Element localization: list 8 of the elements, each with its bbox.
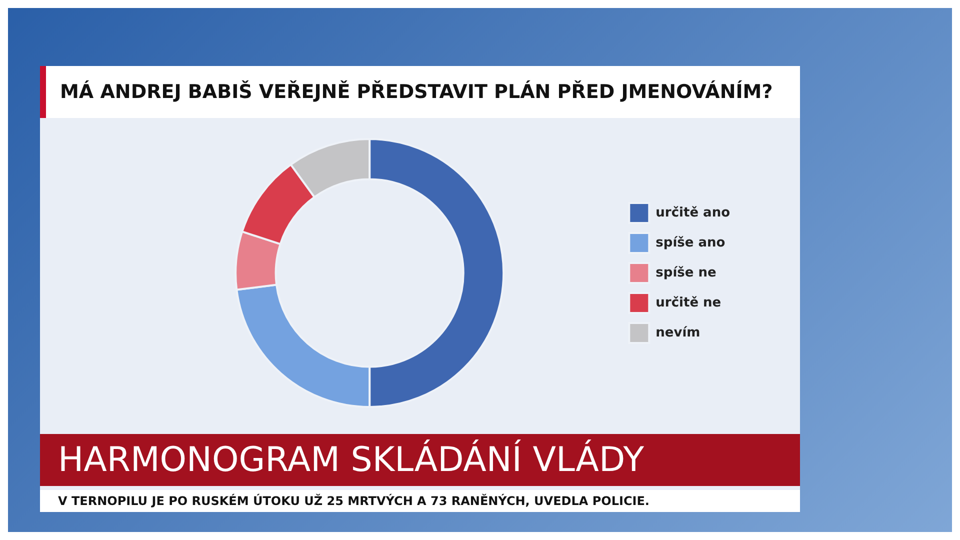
legend-label: spíše ne (656, 265, 716, 280)
legend-label: určitě ne (656, 295, 722, 310)
legend-label: nevím (656, 325, 700, 340)
legend-label: spíše ano (656, 235, 726, 250)
chart-title: MÁ ANDREJ BABIŠ VEŘEJNĚ PŘEDSTAVIT PLÁN PŘED JMENOVÁNÍM? (40, 66, 800, 118)
legend-label: určitě ano (656, 205, 730, 220)
text: V TERNOPILU JE PO RUSKÉM ÚTOKU UŽ 25 MRTVÝCH A 73 RANĚNÝCH, UVEDLA POLICIE. (40, 490, 800, 512)
text: HARMONOGRAM SKLÁDÁNÍ VLÁDY (40, 434, 800, 486)
